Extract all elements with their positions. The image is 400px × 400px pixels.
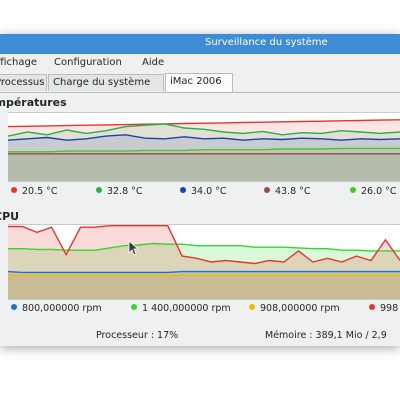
legend-dot-icon: [11, 187, 17, 193]
tab-processus[interactable]: Processus: [0, 74, 47, 91]
tab-imac-2006[interactable]: iMac 2006: [165, 73, 233, 92]
title-bar[interactable]: Surveillance du système: [0, 34, 400, 54]
legend-item: 32.8 °C: [96, 186, 143, 197]
cpu-legend: 800,000000 rpm 1 400,000000 rpm 908,0000…: [0, 303, 400, 317]
legend-dot-icon: [11, 304, 17, 310]
series-line-0: [7, 119, 400, 128]
legend-label: 43.8 °C: [275, 186, 311, 197]
legend-dot-icon: [264, 187, 270, 193]
series-area-0: [8, 271, 400, 299]
memory-status: Mémoire : 389,1 Mio / 2,9: [265, 330, 387, 341]
tab-content: Températures 20.5 °C 32.8 °C 34.0 °C 43.…: [0, 93, 400, 346]
legend-item: 26.0 °C: [350, 186, 397, 197]
series-line-3: [8, 225, 400, 265]
menu-aide[interactable]: Aide: [142, 57, 165, 68]
legend-dot-icon: [131, 304, 137, 310]
system-monitor-window: Surveillance du système Affichage Config…: [0, 34, 400, 346]
menu-bar: Affichage Configuration Aide: [0, 54, 400, 72]
series-area-2: [8, 275, 400, 299]
legend-label: 32.8 °C: [107, 186, 143, 197]
menu-affichage[interactable]: Affichage: [0, 57, 37, 68]
processor-status: Processeur : 17%: [96, 330, 179, 341]
cpu-chart-svg: [7, 225, 400, 299]
legend-item: 1 400,000000 rpm: [131, 303, 231, 314]
legend-label: 20.5 °C: [22, 186, 58, 197]
legend-item: 998: [369, 303, 398, 314]
menu-configuration[interactable]: Configuration: [54, 57, 122, 68]
mouse-pointer-icon: [128, 240, 140, 256]
legend-label: 26.0 °C: [361, 186, 397, 197]
legend-item: 800,000000 rpm: [11, 303, 102, 314]
series-area-3: [8, 153, 400, 181]
window-title: Surveillance du système: [205, 37, 328, 48]
series-area-2: [8, 134, 400, 181]
temperatures-chart-svg: [7, 119, 400, 181]
temperatures-legend: 20.5 °C 32.8 °C 34.0 °C 43.8 °C 26.0 °C: [0, 186, 400, 200]
legend-dot-icon: [369, 304, 375, 310]
status-bar: Processeur : 17% Mémoire : 389,1 Mio / 2…: [0, 327, 400, 346]
legend-label: 34.0 °C: [191, 186, 227, 197]
series-line-2: [7, 134, 400, 141]
series-area-4: [8, 148, 400, 181]
cpu-title: CPU: [0, 210, 20, 223]
legend-item: 20.5 °C: [11, 186, 58, 197]
temperatures-chart: [7, 112, 400, 182]
legend-label: 998: [380, 303, 399, 314]
series-line-1: [7, 123, 400, 137]
series-area-3: [8, 225, 400, 299]
legend-dot-icon: [180, 187, 186, 193]
legend-label: 908,000000 rpm: [260, 303, 340, 314]
tab-charge-systeme[interactable]: Charge du système: [48, 74, 164, 91]
series-line-0: [7, 270, 400, 274]
legend-item: 908,000000 rpm: [249, 303, 340, 314]
legend-dot-icon: [350, 187, 356, 193]
tab-bar: Processus Charge du système iMac 2006: [0, 72, 400, 93]
series-line-4: [8, 147, 400, 153]
legend-label: 800,000000 rpm: [22, 303, 102, 314]
legend-label: 1 400,000000 rpm: [142, 303, 231, 314]
legend-item: 43.8 °C: [264, 186, 311, 197]
temperatures-title: Températures: [0, 96, 67, 109]
series-line-1: [8, 242, 400, 252]
legend-dot-icon: [96, 187, 102, 193]
legend-item: 34.0 °C: [180, 186, 227, 197]
cpu-chart: [7, 224, 400, 300]
legend-dot-icon: [249, 304, 255, 310]
